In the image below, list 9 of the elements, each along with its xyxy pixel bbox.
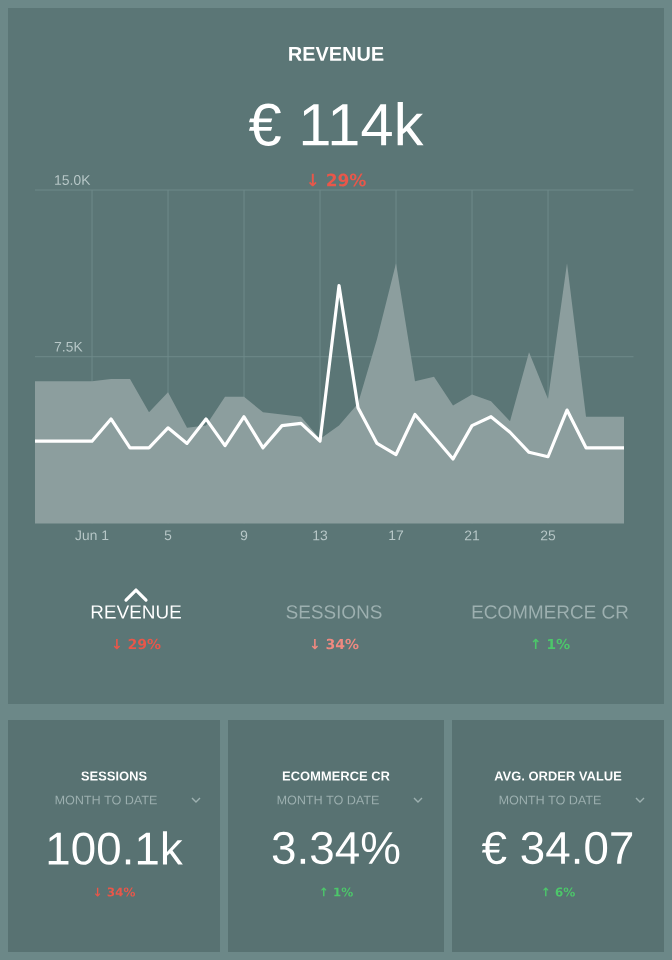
text: ↓ 29%: [308, 173, 366, 187]
chart-subtitle: € 114k: [248, 102, 424, 146]
text: 100.1k: [48, 831, 183, 865]
text: ECOMMERCE CR: [472, 605, 628, 619]
text: 3.34%: [272, 831, 400, 865]
text: REVENUE: [91, 605, 181, 619]
text: SESSIONS: [286, 605, 382, 619]
chart-title: REVENUE: [289, 47, 384, 61]
text: € 34.07: [481, 831, 633, 865]
